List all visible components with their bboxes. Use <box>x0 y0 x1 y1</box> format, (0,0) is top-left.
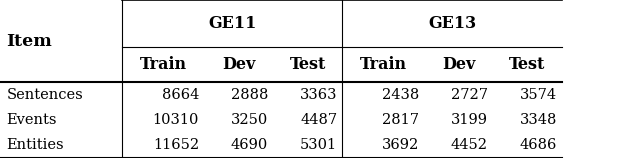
Text: 4686: 4686 <box>519 138 557 152</box>
Text: 2438: 2438 <box>382 88 419 102</box>
Text: GE11: GE11 <box>208 15 257 32</box>
Text: 2727: 2727 <box>451 88 488 102</box>
Text: Test: Test <box>509 56 546 73</box>
Text: 3692: 3692 <box>382 138 419 152</box>
Text: 4452: 4452 <box>451 138 488 152</box>
Text: Dev: Dev <box>222 56 256 73</box>
Text: Dev: Dev <box>441 56 475 73</box>
Text: 3199: 3199 <box>451 113 488 127</box>
Text: 3363: 3363 <box>300 88 337 102</box>
Text: Sentences: Sentences <box>6 88 83 102</box>
Text: Train: Train <box>139 56 187 73</box>
Text: 4690: 4690 <box>231 138 268 152</box>
Text: Test: Test <box>290 56 326 73</box>
Text: 2888: 2888 <box>230 88 268 102</box>
Text: 2817: 2817 <box>382 113 419 127</box>
Text: 4487: 4487 <box>300 113 337 127</box>
Text: 3250: 3250 <box>231 113 268 127</box>
Text: 10310: 10310 <box>153 113 199 127</box>
Text: 5301: 5301 <box>300 138 337 152</box>
Text: GE13: GE13 <box>428 15 476 32</box>
Text: 3574: 3574 <box>520 88 557 102</box>
Text: Item: Item <box>6 33 52 50</box>
Text: Train: Train <box>359 56 407 73</box>
Text: 3348: 3348 <box>519 113 557 127</box>
Text: Events: Events <box>6 113 57 127</box>
Text: Entities: Entities <box>6 138 64 152</box>
Text: 8664: 8664 <box>161 88 199 102</box>
Text: 11652: 11652 <box>153 138 199 152</box>
